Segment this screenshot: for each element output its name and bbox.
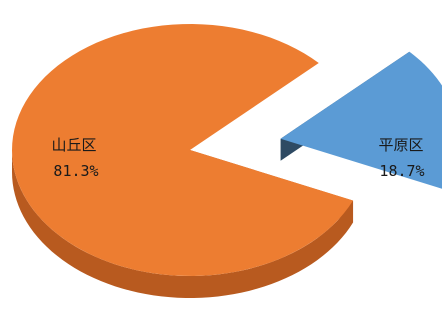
slice-value-plain: 18.7%	[379, 162, 424, 180]
slice-value-hill: 81.3%	[53, 162, 98, 180]
pie-labels: 山丘区 81.3% 平原区 18.7%	[51, 136, 424, 180]
pie-slice-hill	[12, 24, 354, 276]
slice-label-hill: 山丘区	[51, 136, 96, 154]
pie-slice-hill-side	[12, 150, 354, 298]
pie-tops	[12, 24, 442, 276]
slice-label-plain: 平原区	[378, 136, 423, 154]
pie-slice-plain	[280, 51, 442, 189]
